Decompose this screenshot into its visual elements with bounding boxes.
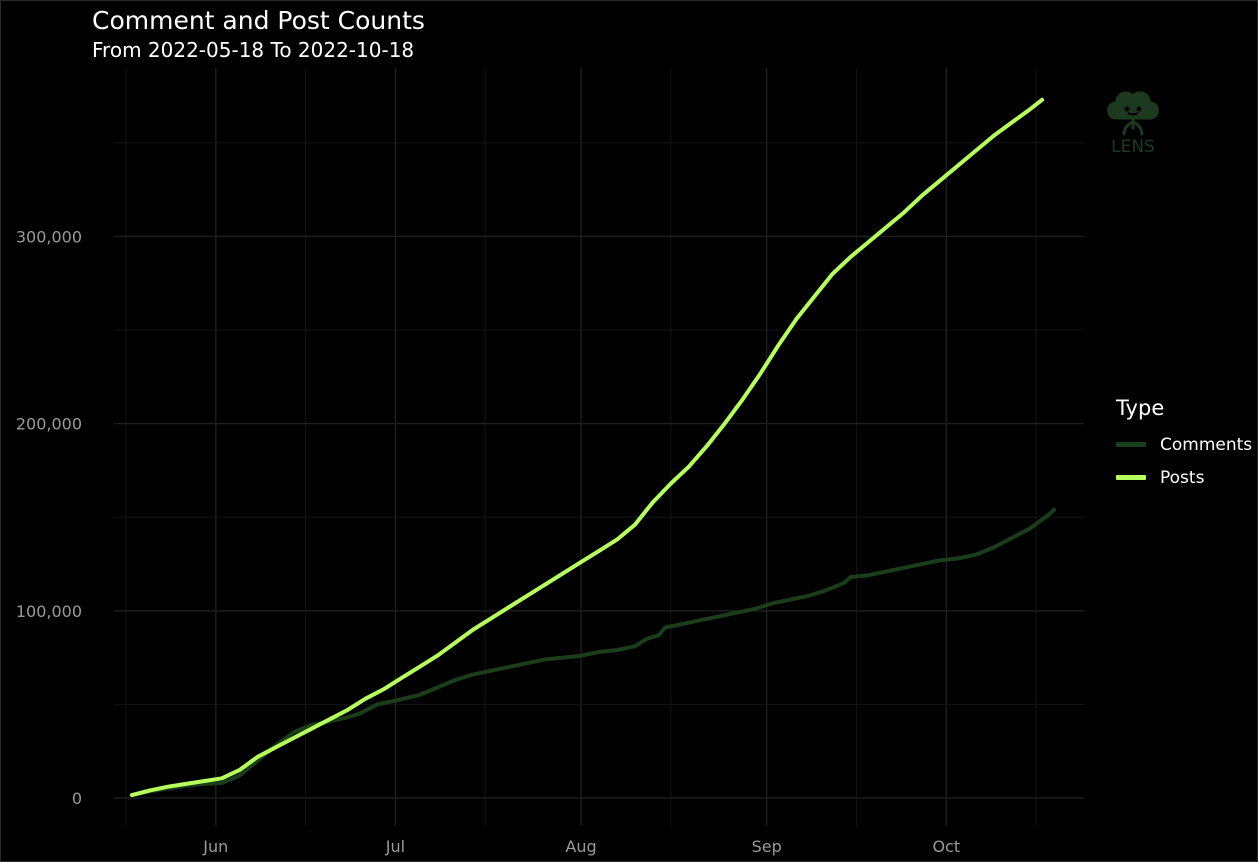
y-tick-label: 300,000 <box>16 227 82 246</box>
series-line-comments <box>130 507 1057 798</box>
logo-text: LENS <box>1111 137 1155 156</box>
legend-key-comments <box>1116 442 1146 447</box>
y-tick-label: 200,000 <box>16 415 82 434</box>
y-tick-label: 0 <box>72 789 82 808</box>
x-tick-label: Jun <box>202 837 228 856</box>
legend-title: Type <box>1116 396 1165 420</box>
chart-subtitle: From 2022-05-18 To 2022-10-18 <box>92 38 415 62</box>
x-tick-label: Sep <box>752 837 782 856</box>
legend-item-comments: Comments <box>1116 428 1252 461</box>
x-tick-label: Jul <box>385 837 405 856</box>
legend-label-comments: Comments <box>1160 434 1253 455</box>
series-line-posts <box>130 97 1045 798</box>
legend: Type Comments Posts <box>1116 396 1252 494</box>
legend-item-posts: Posts <box>1116 461 1252 494</box>
legend-key-posts <box>1116 475 1146 480</box>
x-tick-label: Aug <box>565 837 596 856</box>
y-tick-label: 100,000 <box>16 602 82 621</box>
chart-title: Comment and Post Counts <box>92 6 425 35</box>
lens-logo-icon: LENS <box>1107 91 1159 156</box>
legend-label-posts: Posts <box>1160 467 1205 488</box>
x-tick-label: Oct <box>932 837 960 856</box>
